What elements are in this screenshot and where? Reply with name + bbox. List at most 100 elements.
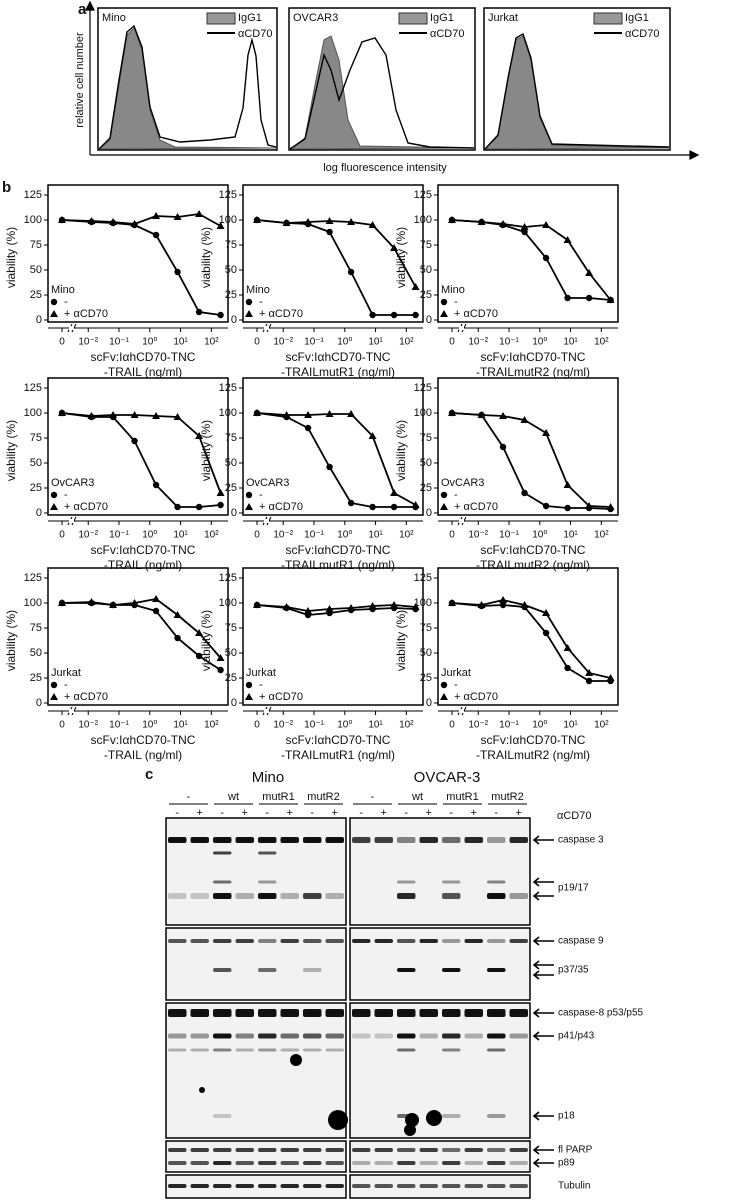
lane-sign: + — [471, 807, 477, 819]
marker — [174, 503, 181, 511]
lane-sign: + — [381, 807, 387, 819]
y-tick-label: 100 — [24, 214, 42, 226]
band — [374, 1161, 393, 1165]
x-axis-label: scFv:IαhCD70-TNC — [481, 543, 586, 557]
marker — [542, 629, 550, 637]
marker — [563, 644, 572, 651]
marker — [87, 412, 96, 419]
y-tick-label: 0 — [426, 697, 432, 709]
blots: -- +wt- +mutR1- +mutR2- +-- +wt- +mutR1- +mutR2… — [165, 791, 644, 1199]
band — [487, 939, 506, 943]
marker — [173, 413, 182, 420]
legend-label: + αCD70 — [259, 691, 303, 703]
band — [419, 1033, 438, 1039]
marker — [499, 601, 507, 609]
band — [303, 1148, 322, 1152]
blot-frame — [349, 817, 531, 926]
legend-label: + αCD70 — [454, 308, 498, 320]
x-tick-label: 0 — [254, 720, 260, 731]
marker — [606, 296, 615, 303]
band — [397, 880, 416, 884]
blot-frame — [165, 817, 347, 926]
band — [442, 939, 461, 943]
marker — [448, 599, 456, 606]
y-tick-label: 125 — [414, 572, 432, 584]
x-tick-label: 10⁰ — [142, 337, 157, 348]
marker — [173, 213, 182, 220]
plot-frame — [242, 377, 424, 516]
x-tick-label: 10⁻¹ — [109, 720, 129, 731]
marker — [245, 503, 253, 510]
band — [280, 1048, 299, 1052]
marker — [369, 503, 376, 511]
x-tick-label: 10⁻¹ — [304, 337, 324, 348]
band — [509, 837, 528, 843]
band — [419, 1148, 438, 1152]
x-tick-label: 0 — [59, 530, 65, 541]
marker — [174, 268, 181, 276]
x-tick-label: 10⁻² — [78, 337, 98, 348]
x-tick-label: 10¹ — [368, 337, 383, 348]
legend-title: Mino — [51, 284, 75, 296]
series-line — [256, 412, 417, 506]
band — [303, 893, 322, 899]
marker — [152, 607, 160, 615]
marker — [440, 681, 448, 689]
marker — [253, 409, 261, 416]
band — [509, 1009, 528, 1017]
x-tick-label: 10⁻² — [78, 530, 98, 541]
x-axis-label: -TRAIL (ng/ml) — [104, 558, 182, 572]
arrow — [532, 936, 554, 946]
y-tick-label: 125 — [24, 572, 42, 584]
histograms — [97, 24, 670, 150]
series-line — [451, 412, 611, 508]
band — [303, 1033, 322, 1039]
marker — [174, 634, 181, 642]
band — [325, 1033, 344, 1039]
band — [303, 1048, 322, 1052]
x-tick-label: 10⁻¹ — [499, 720, 519, 731]
lane-sign: + — [426, 807, 432, 819]
band — [397, 893, 416, 899]
band — [213, 851, 232, 855]
marker — [477, 601, 486, 608]
blot-frame — [349, 1140, 531, 1173]
line-chart: 0 25 50 75 100 125 0 10⁻² 10⁻¹ 10⁰ 10¹ 10² viability… — [4, 377, 229, 572]
x-tick-label: 10¹ — [173, 530, 188, 541]
marker — [521, 489, 528, 497]
band — [168, 893, 187, 899]
series-line — [451, 412, 611, 510]
marker — [130, 411, 139, 418]
marker — [58, 216, 66, 223]
band — [325, 939, 344, 943]
lane-sign: - — [449, 807, 453, 819]
x-tick-label: 10¹ — [563, 530, 578, 541]
band — [280, 837, 299, 843]
band — [190, 837, 209, 843]
band — [397, 1009, 416, 1017]
plot-frame — [437, 377, 619, 516]
marker — [217, 666, 224, 674]
band — [168, 1184, 187, 1188]
band — [258, 968, 277, 972]
x-tick-label: 10⁻² — [468, 337, 488, 348]
band — [190, 893, 209, 899]
marker — [109, 411, 118, 418]
band-label: Tubulin — [558, 1181, 590, 1192]
x-tick-label: 0 — [254, 530, 260, 541]
arrow — [532, 1111, 554, 1121]
marker — [50, 491, 58, 499]
marker — [109, 601, 118, 608]
x-tick-label: 10¹ — [173, 720, 188, 731]
marker — [326, 463, 333, 471]
x-axis-label: scFv:IαhCD70-TNC — [91, 543, 196, 557]
y-tick-label: 125 — [219, 189, 237, 201]
marker — [520, 416, 529, 423]
y-tick-label: 100 — [414, 407, 432, 419]
band — [352, 1161, 371, 1165]
band — [487, 1148, 506, 1152]
arrow — [532, 970, 554, 980]
x-axis-label: scFv:IαhCD70-TNC — [286, 543, 391, 557]
x-axis-label: scFv:IαhCD70-TNC — [286, 350, 391, 364]
band — [280, 939, 299, 943]
